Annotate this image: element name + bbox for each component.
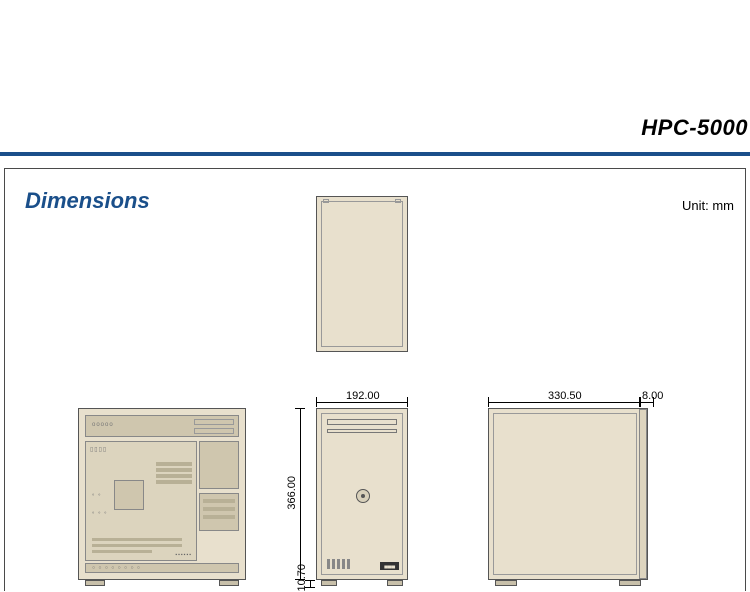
- dim-label-width: 192.00: [346, 390, 380, 402]
- screw: [323, 199, 329, 203]
- vent-dots: ooooo: [92, 422, 114, 428]
- dim-line-width: [316, 402, 408, 403]
- dim-label-height: 366.00: [286, 476, 298, 510]
- dim-label-depth: 330.50: [548, 390, 582, 402]
- drive-cage: ooooo: [85, 415, 239, 437]
- view-front: ▄▄▄: [316, 408, 408, 580]
- io-ports: ▯▯▯▯: [90, 446, 107, 453]
- rail-holes: ○ ○ ○ ○ ○ ○ ○ ○: [92, 565, 141, 571]
- motherboard: ▯▯▯▯ ° ° ° ° ° ▪▪▪▪▪▪: [85, 441, 197, 561]
- tray: [203, 499, 235, 503]
- standoff-dots: ° ° °: [92, 512, 108, 518]
- dimm-slot: [156, 474, 192, 478]
- dim-line-offset: [640, 402, 654, 403]
- foot: [387, 580, 403, 586]
- dimm-slot: [156, 468, 192, 472]
- standoff-dots: ° °: [92, 494, 101, 500]
- section-title: Dimensions: [25, 188, 150, 214]
- side-panel-inset: [493, 413, 637, 575]
- dimm-slot: [156, 480, 192, 484]
- dim-label-foot: 10.70: [296, 564, 308, 592]
- foot: [85, 580, 105, 586]
- bay-slot: [194, 419, 234, 425]
- view-side: [488, 408, 648, 580]
- pcie-slot: [92, 544, 182, 547]
- model-label: HPC-5000: [641, 115, 748, 141]
- foot: [619, 580, 641, 586]
- dim-line-depth: [488, 402, 640, 403]
- power-button-icon: [356, 489, 370, 503]
- view-internal: ooooo ▯▯▯▯ ° ° ° ° ° ▪▪▪▪▪▪: [78, 408, 246, 580]
- top-inset: [321, 201, 403, 347]
- psu: [199, 441, 239, 489]
- dim-line-foot: [310, 580, 311, 588]
- foot: [495, 580, 517, 586]
- tray: [203, 507, 235, 511]
- dim-line-height: [300, 408, 301, 580]
- dim-label-offset: 8.00: [642, 390, 663, 402]
- unit-label: Unit: mm: [682, 198, 734, 213]
- pcie-slot: [92, 550, 152, 553]
- view-top: [316, 196, 408, 352]
- tray: [203, 515, 235, 519]
- top-rule: [0, 152, 750, 156]
- bay-slot: [194, 428, 234, 434]
- foot: [321, 580, 337, 586]
- dimm-slot: [156, 462, 192, 466]
- header-pins: ▪▪▪▪▪▪: [175, 552, 192, 558]
- bottom-rail: ○ ○ ○ ○ ○ ○ ○ ○: [85, 563, 239, 573]
- front-bezel-strip: [639, 409, 647, 579]
- hdd-cage: [199, 493, 239, 531]
- odd-bay: [327, 419, 397, 425]
- cpu-socket: [114, 480, 144, 510]
- slim-bay: [327, 429, 397, 433]
- screw: [395, 199, 401, 203]
- brand-badge: ▄▄▄: [380, 562, 399, 570]
- front-vent-icon: [327, 559, 350, 569]
- pcie-slot: [92, 538, 182, 541]
- foot: [219, 580, 239, 586]
